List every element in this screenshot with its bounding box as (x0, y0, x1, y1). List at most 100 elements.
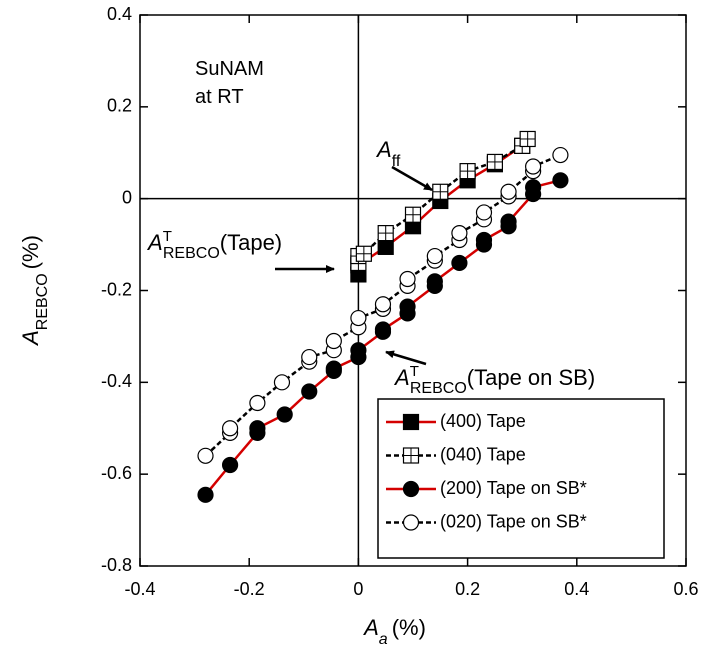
marker (402, 447, 420, 464)
marker (273, 374, 291, 391)
marker-shape (221, 456, 239, 474)
marker (249, 394, 266, 412)
y-tick-label: 0.4 (107, 4, 132, 24)
x-tick-label: 0 (353, 579, 363, 599)
marker-shape (552, 172, 569, 189)
marker (451, 254, 468, 272)
marker-shape (325, 332, 342, 350)
marker-shape (273, 374, 291, 391)
marker (399, 298, 416, 315)
marker-shape (350, 342, 367, 359)
marker (374, 321, 392, 338)
annotation: AT REBCO(Tape on SB) (393, 363, 595, 397)
marker-shape (276, 406, 293, 423)
marker (301, 348, 318, 366)
legend-label: (400) Tape (440, 411, 526, 431)
marker (325, 360, 342, 377)
x-tick-label: -0.4 (124, 579, 155, 599)
marker (325, 332, 342, 350)
plot-area: -0.4 -0.2 0 0.2 0.4 0.6 -0.8 -0.6 -0.4 -0.2 0 0.2 0.… (101, 4, 699, 599)
marker (475, 231, 493, 249)
y-tick-label: -0.2 (101, 279, 132, 299)
marker (402, 413, 420, 431)
marker (486, 153, 503, 171)
marker (451, 225, 468, 242)
marker (197, 486, 214, 503)
x-tick-label: -0.2 (234, 579, 265, 599)
marker (426, 273, 443, 290)
legend-label: (040) Tape (440, 444, 526, 464)
marker (221, 456, 239, 474)
marker (525, 179, 542, 196)
annotation: AT REBCO(Tape) (146, 228, 282, 262)
marker (377, 225, 394, 242)
marker (552, 146, 569, 164)
marker (500, 213, 517, 230)
label-unit: (%) (392, 615, 426, 640)
annotation-symbol: A (146, 230, 163, 255)
marker (402, 514, 420, 531)
label-symbol: A (362, 615, 379, 640)
marker-shape (525, 179, 542, 196)
annotation-superscript: T (410, 363, 419, 380)
label-symbol: A (18, 330, 43, 347)
annotation-subscript: ff (392, 153, 401, 170)
marker (475, 204, 493, 221)
marker-shape (426, 247, 443, 265)
annotation-text: (Tape on SB) (467, 365, 595, 390)
marker-shape (374, 296, 392, 313)
annotation-superscript: T (163, 228, 172, 245)
marker-shape (525, 158, 542, 175)
y-tick-label: -0.8 (101, 555, 132, 575)
x-tick-label: 0.4 (564, 579, 589, 599)
marker-shape (377, 238, 394, 255)
marker-shape (399, 270, 416, 288)
marker-shape (249, 420, 266, 437)
marker-shape (402, 413, 420, 431)
annotation-symbol: A (375, 137, 392, 162)
marker (374, 296, 392, 313)
annotation-text: (Tape) (220, 230, 282, 255)
marker (350, 342, 367, 359)
marker-shape (374, 321, 392, 338)
marker (432, 183, 449, 200)
marker-shape (451, 225, 468, 242)
marker (399, 270, 416, 288)
marker (221, 420, 239, 437)
marker (301, 383, 318, 400)
annotation-subscript: REBCO (163, 245, 220, 262)
legend: (400) Tape (040) Tape (200) Tape on SB* (02… (377, 398, 665, 559)
marker-shape (350, 309, 367, 327)
annotation-line: SuNAM (195, 58, 264, 80)
marker-shape (475, 231, 493, 249)
x-tick-label: 0.2 (455, 579, 480, 599)
marker-shape (197, 447, 214, 464)
y-axis-label: AREBCO (%) (18, 235, 51, 347)
legend-box (377, 398, 665, 559)
legend-label: (200) Tape on SB* (440, 478, 587, 498)
marker-shape (426, 273, 443, 290)
y-tick-label: -0.4 (101, 371, 132, 391)
marker-shape (475, 204, 493, 221)
marker (197, 447, 214, 464)
marker-shape (325, 360, 342, 377)
marker (402, 480, 420, 498)
marker-shape (197, 486, 214, 503)
marker-shape (402, 514, 420, 531)
marker-shape (301, 383, 318, 400)
x-tick-label: 0.6 (673, 579, 698, 599)
marker-shape (221, 420, 239, 437)
marker-shape (500, 213, 517, 230)
annotation-subscript: REBCO (410, 380, 467, 397)
marker (350, 309, 367, 327)
label-subscript: REBCO (34, 273, 51, 330)
annotation-line: at RT (195, 86, 244, 108)
marker (525, 158, 542, 175)
marker (355, 245, 372, 262)
marker-shape (552, 146, 569, 164)
annotation-symbol: A (393, 365, 410, 390)
label-subscript: a (379, 631, 388, 648)
legend-label: (020) Tape on SB* (440, 511, 587, 531)
marker (459, 163, 476, 180)
